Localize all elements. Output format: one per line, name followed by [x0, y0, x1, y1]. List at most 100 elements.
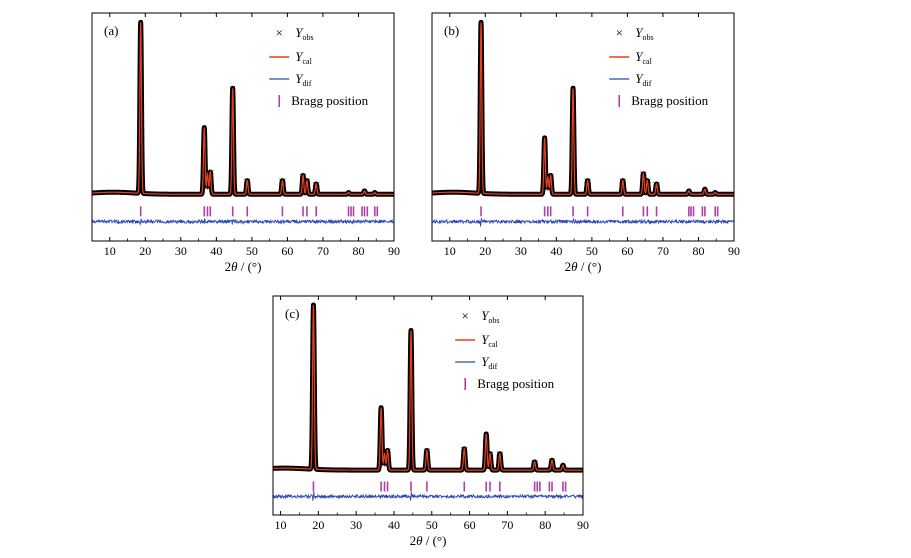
series-yobs-marker: ×: [570, 122, 576, 133]
x-tick-label: 80: [539, 518, 551, 532]
series-yobs-marker: ×: [408, 363, 414, 374]
legend-ycal-label: Ycal: [481, 332, 498, 349]
series-yobs-marker: ×: [386, 446, 392, 457]
x-tick-label: 70: [317, 244, 329, 258]
series-yobs-marker: ×: [549, 171, 555, 182]
series-yobs-marker: ×: [408, 419, 414, 430]
series-yobs-marker: ×: [138, 66, 144, 77]
series-yobs-marker: ×: [311, 365, 317, 376]
plot-area: ××××××××××××××××××××××××××××××××××××××××…: [432, 19, 734, 227]
x-tick-label: 50: [246, 244, 258, 258]
series-yobs-marker: ×: [378, 421, 384, 432]
legend-yobs-symbol: ×: [616, 25, 623, 40]
series-yobs-marker: ×: [478, 133, 484, 144]
series-yobs-marker: ×: [478, 161, 484, 172]
series-yobs-marker: ×: [201, 180, 207, 191]
plot-area: ××××××××××××××××××××××××××××××××××××××××…: [92, 19, 394, 226]
series-ydif-line: [273, 491, 583, 502]
x-tick-label: 40: [388, 518, 400, 532]
series-yobs-marker: ×: [378, 430, 384, 441]
series-yobs-marker: ×: [542, 180, 548, 191]
series-yobs-marker: ×: [315, 180, 321, 191]
series-yobs-marker: ×: [570, 180, 576, 191]
legend: × Yobs Ycal Ydif Bragg position: [609, 25, 709, 108]
series-yobs-marker: ×: [570, 113, 576, 124]
series-yobs-marker: ×: [544, 173, 550, 184]
x-tick-label: 90: [577, 518, 589, 532]
series-yobs-marker: ×: [138, 114, 144, 125]
series-yobs-marker: ×: [311, 411, 317, 422]
series-yobs-marker: ×: [478, 152, 484, 163]
plot-frame: [91, 12, 395, 242]
series-yobs-marker: ×: [483, 448, 489, 459]
series-yobs-marker: ×: [478, 142, 484, 153]
series-yobs-marker: ×: [478, 66, 484, 77]
series-yobs-marker: ×: [230, 180, 236, 191]
series-yobs-marker: ×: [230, 113, 236, 124]
series-yobs-marker: ×: [483, 439, 489, 450]
series-yobs-marker: ×: [548, 456, 554, 467]
legend-yobs-label: Yobs: [635, 25, 653, 42]
series-yobs-marker: ×: [138, 133, 144, 144]
series-yobs-marker: ×: [230, 161, 236, 172]
series-yobs-marker: ×: [643, 176, 649, 187]
x-tick-label: 50: [586, 244, 598, 258]
series-yobs-marker: ×: [305, 176, 311, 187]
series-yobs-marker: ×: [408, 456, 414, 467]
x-tick-label: 10: [104, 244, 116, 258]
series-yobs-marker: ×: [230, 170, 236, 181]
legend-yobs-symbol: ×: [276, 25, 283, 40]
legend-ydif-label: Ydif: [481, 354, 497, 371]
series-yobs-marker: ×: [299, 171, 305, 182]
series-yobs-marker: ×: [311, 429, 317, 440]
series-yobs-marker: ×: [201, 161, 207, 172]
series-yobs-marker: ×: [206, 182, 212, 193]
series-yobs-marker: ×: [570, 170, 576, 181]
series-yobs-marker: ×: [312, 180, 318, 191]
series-yobs-marker: ×: [408, 373, 414, 384]
series-yobs-marker: ×: [653, 180, 659, 191]
series-yobs-marker: ×: [639, 169, 645, 180]
series-yobs-marker: ×: [383, 460, 389, 471]
series-yobs-marker: ×: [384, 446, 390, 457]
x-tick-label: 40: [550, 244, 562, 258]
series-yobs-marker: ×: [570, 132, 576, 143]
series-yobs-marker: ×: [138, 180, 144, 191]
x-tick-label: 50: [426, 518, 438, 532]
series-yobs-marker: ×: [138, 142, 144, 153]
series-yobs-marker: ×: [542, 171, 548, 182]
series-yobs-marker: ×: [533, 457, 539, 468]
plot-frame: [272, 295, 584, 516]
series-yobs-marker: ×: [550, 456, 556, 467]
series-yobs-marker: ×: [544, 184, 550, 195]
series-yobs-marker: ×: [138, 85, 144, 96]
series-yobs-marker: ×: [486, 449, 492, 460]
series-yobs-marker: ×: [498, 449, 504, 460]
x-axis-label: 2θ / (°): [225, 259, 262, 274]
legend-ydif-label: Ydif: [635, 71, 651, 88]
x-tick-label: 60: [464, 518, 476, 532]
series-yobs-marker: ×: [570, 151, 576, 162]
series-yobs-marker: ×: [584, 176, 590, 187]
series-yobs-marker: ×: [203, 169, 209, 180]
x-tick-label: 10: [444, 244, 456, 258]
chart-panel-b: ××××××××××××××××××××××××××××××××××××××××…: [431, 12, 740, 274]
series-yobs-marker: ×: [423, 446, 429, 457]
series-ycal-line: [432, 22, 734, 195]
panel-label: (b): [444, 23, 459, 38]
x-tick-label: 70: [657, 244, 669, 258]
x-tick-label: 10: [275, 518, 287, 532]
series-yobs-marker: ×: [230, 122, 236, 133]
series-yobs-marker: ×: [209, 168, 215, 179]
x-tick-label: 30: [350, 518, 362, 532]
series-yobs-marker: ×: [547, 171, 553, 182]
series-yobs-marker: ×: [546, 173, 552, 184]
series-yobs-marker: ×: [201, 142, 207, 153]
series-yobs-marker: ×: [311, 456, 317, 467]
series-yobs-marker: ×: [246, 176, 252, 187]
series-yobs-marker: ×: [278, 176, 284, 187]
series-yobs-marker: ×: [201, 171, 207, 182]
legend-ydif-label: Ydif: [295, 71, 311, 88]
series-yobs-marker: ×: [478, 114, 484, 125]
series-yobs-marker: ×: [311, 356, 317, 367]
